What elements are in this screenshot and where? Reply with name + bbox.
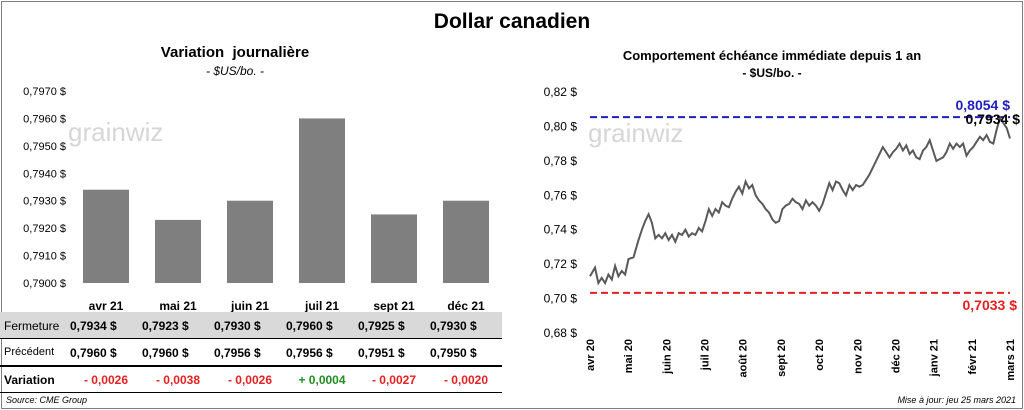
bar-chart: grainwiz 0,7970 $ 0,7960 $ 0,7950 $ 0,7940 $… <box>23 86 489 313</box>
x-tick-label: oct 20 <box>814 339 826 371</box>
y-tick-label: 0,78 $ <box>544 154 578 168</box>
y-tick-label: 0,80 $ <box>544 119 578 133</box>
table-row-background <box>0 312 502 338</box>
y-tick-label: 0,7960 $ <box>23 113 66 125</box>
y-tick-label: 0,68 $ <box>544 326 578 340</box>
y-tick-label: 0,7910 $ <box>23 251 66 263</box>
bar <box>155 219 201 283</box>
table-cell: - 0,0026 <box>227 373 273 387</box>
x-tick-label: juil 21 <box>304 299 339 313</box>
x-tick-label: mars 21 <box>1005 339 1017 381</box>
table-cell: 0,7923 $ <box>142 319 189 333</box>
bar <box>443 200 489 283</box>
table-row-label: Précédent <box>4 346 55 358</box>
y-tick-label: 0,7970 $ <box>23 86 66 98</box>
table-cell: 0,7934 $ <box>70 319 117 333</box>
watermark: grainwiz <box>68 117 163 147</box>
table-cell: 0,7930 $ <box>214 319 261 333</box>
x-tick-label: nov 20 <box>852 339 864 374</box>
table-cell: - 0,0026 <box>83 373 129 387</box>
table-cell: 0,7951 $ <box>358 346 405 360</box>
table-cell: - 0,0027 <box>371 373 417 387</box>
y-tick-label: 0,7900 $ <box>23 278 66 290</box>
x-tick-label: mai 21 <box>159 299 197 313</box>
table-cell: 0,7960 $ <box>142 346 189 360</box>
bar-chart-title: Variation journalière <box>160 44 310 61</box>
bar-chart-subtitle: - $US/bo. - <box>205 64 265 78</box>
table-cell: 0,7960 $ <box>286 319 333 333</box>
x-tick-label: juil 20 <box>700 339 712 371</box>
x-tick-label: août 20 <box>738 339 750 378</box>
line-chart-title: Comportement échéance immédiate depuis 1… <box>622 48 922 63</box>
table-cell: 0,7956 $ <box>214 346 261 360</box>
price-table: Fermeture 0,7934 $ 0,7923 $ 0,7930 $ 0,7960 … <box>0 312 510 393</box>
table-divider <box>0 338 502 339</box>
bar <box>371 214 417 283</box>
line-chart: grainwiz 0,82 $ 0,80 $ 0,78 $ 0,76 $ 0,74 $ 0,… <box>544 85 1021 381</box>
high-value-label: 0,8054 $ <box>956 97 1011 113</box>
table-divider <box>0 365 502 367</box>
table-cell: 0,7950 $ <box>430 346 477 360</box>
x-tick-label: juin 21 <box>230 299 269 313</box>
table-cell: 0,7960 $ <box>70 346 117 360</box>
x-tick-label: déc 20 <box>890 339 902 373</box>
bar <box>83 189 129 283</box>
y-tick-label: 0,7950 $ <box>23 141 66 153</box>
y-tick-label: 0,72 $ <box>544 257 578 271</box>
line-chart-subtitle: - $US/bo. - <box>742 66 802 80</box>
price-series-line <box>589 115 1011 286</box>
x-tick-label: sept 21 <box>373 299 415 313</box>
x-tick-label: déc 21 <box>447 299 485 313</box>
source-note: Source: CME Group <box>6 395 88 405</box>
table-cell: - 0,0020 <box>443 373 489 387</box>
x-tick-label: mai 20 <box>623 339 635 373</box>
bar <box>299 118 345 283</box>
y-tick-label: 0,82 $ <box>544 85 578 99</box>
x-tick-label: avr 20 <box>585 339 597 371</box>
x-tick-label: févr 21 <box>967 339 979 374</box>
y-tick-label: 0,7930 $ <box>23 196 66 208</box>
y-tick-label: 0,74 $ <box>544 223 578 237</box>
y-tick-label: 0,76 $ <box>544 188 578 202</box>
watermark: grainwiz <box>588 118 683 148</box>
main-title: Dollar canadien <box>433 10 591 33</box>
y-tick-label: 0,7940 $ <box>23 168 66 180</box>
x-tick-label: juin 20 <box>661 339 673 375</box>
x-tick-label: janv 21 <box>929 339 941 377</box>
table-row-label: Fermeture <box>4 319 60 333</box>
last-value-label: 0,7934 $ <box>966 111 1021 127</box>
x-tick-label: sept 20 <box>776 339 788 377</box>
x-tick-label: avr 21 <box>89 299 124 313</box>
table-cell: - 0,0038 <box>155 373 201 387</box>
y-tick-label: 0,7920 $ <box>23 223 66 235</box>
y-tick-label: 0,70 $ <box>544 292 578 306</box>
low-value-label: 0,7033 $ <box>963 297 1018 313</box>
table-cell: + 0,0004 <box>298 373 346 387</box>
table-row-label: Variation <box>4 373 55 387</box>
table-divider <box>0 392 502 393</box>
table-cell: 0,7956 $ <box>286 346 333 360</box>
table-cell: 0,7930 $ <box>430 319 477 333</box>
update-date: Mise à jour: jeu 25 mars 2021 <box>897 395 1016 405</box>
bar <box>227 200 273 283</box>
table-cell: 0,7925 $ <box>358 319 405 333</box>
